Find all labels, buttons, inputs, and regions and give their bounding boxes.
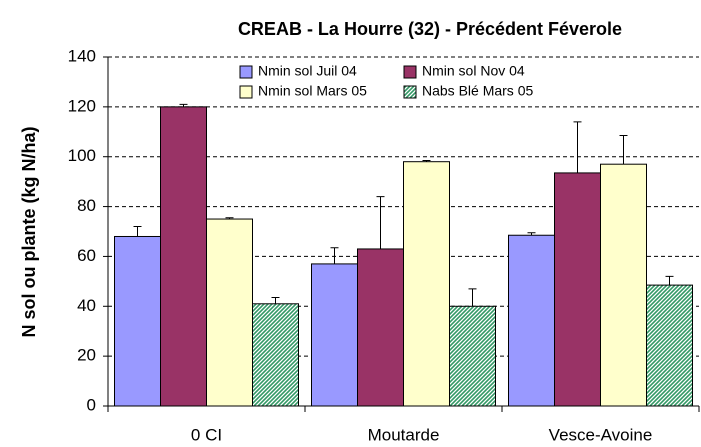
bar bbox=[357, 248, 404, 407]
x-tick-label: Vesce-Avoine bbox=[549, 425, 653, 444]
error-bar bbox=[619, 135, 628, 165]
y-tick-label: 20 bbox=[77, 346, 96, 365]
error-bar bbox=[133, 226, 142, 237]
error-bar bbox=[468, 288, 477, 307]
x-tick-label: Moutarde bbox=[368, 425, 440, 444]
y-tick-label: 0 bbox=[87, 395, 96, 414]
legend-swatch bbox=[239, 65, 253, 79]
bar bbox=[646, 284, 693, 407]
bar bbox=[252, 303, 299, 407]
bar bbox=[449, 305, 496, 407]
error-bar bbox=[330, 247, 339, 264]
bar bbox=[508, 234, 555, 407]
error-bar bbox=[179, 103, 188, 107]
error-bar bbox=[573, 121, 582, 173]
bar bbox=[114, 235, 161, 407]
y-tick-label: 60 bbox=[77, 246, 96, 265]
error-bar bbox=[225, 217, 234, 220]
error-bar bbox=[271, 297, 280, 304]
legend-swatch bbox=[239, 85, 253, 99]
y-axis-label: N sol ou plante (kg N/ha) bbox=[19, 126, 39, 337]
bar bbox=[206, 218, 253, 407]
legend-swatch bbox=[403, 85, 417, 99]
legend-label: Nmin sol Mars 05 bbox=[258, 83, 367, 99]
bar bbox=[554, 172, 601, 407]
legend-label: Nabs Blé Mars 05 bbox=[422, 83, 533, 99]
bar bbox=[311, 263, 358, 407]
error-bar bbox=[422, 159, 431, 162]
chart-title: CREAB - La Hourre (32) - Précédent Féver… bbox=[238, 19, 622, 39]
bar bbox=[600, 163, 647, 407]
y-tick-label: 140 bbox=[68, 46, 96, 65]
bar bbox=[160, 106, 207, 407]
legend-label: Nmin sol Juil 04 bbox=[258, 63, 357, 79]
legend-swatch bbox=[403, 65, 417, 79]
legend-label: Nmin sol Nov 04 bbox=[422, 63, 525, 79]
bar bbox=[403, 161, 450, 407]
error-bar bbox=[665, 275, 674, 286]
x-tick-label: 0 CI bbox=[191, 425, 222, 444]
error-bar bbox=[376, 196, 385, 249]
y-tick-label: 120 bbox=[68, 96, 96, 115]
y-tick-label: 100 bbox=[68, 146, 96, 165]
error-bar bbox=[527, 232, 536, 236]
y-tick-label: 80 bbox=[77, 196, 96, 215]
y-tick-label: 40 bbox=[77, 296, 96, 315]
